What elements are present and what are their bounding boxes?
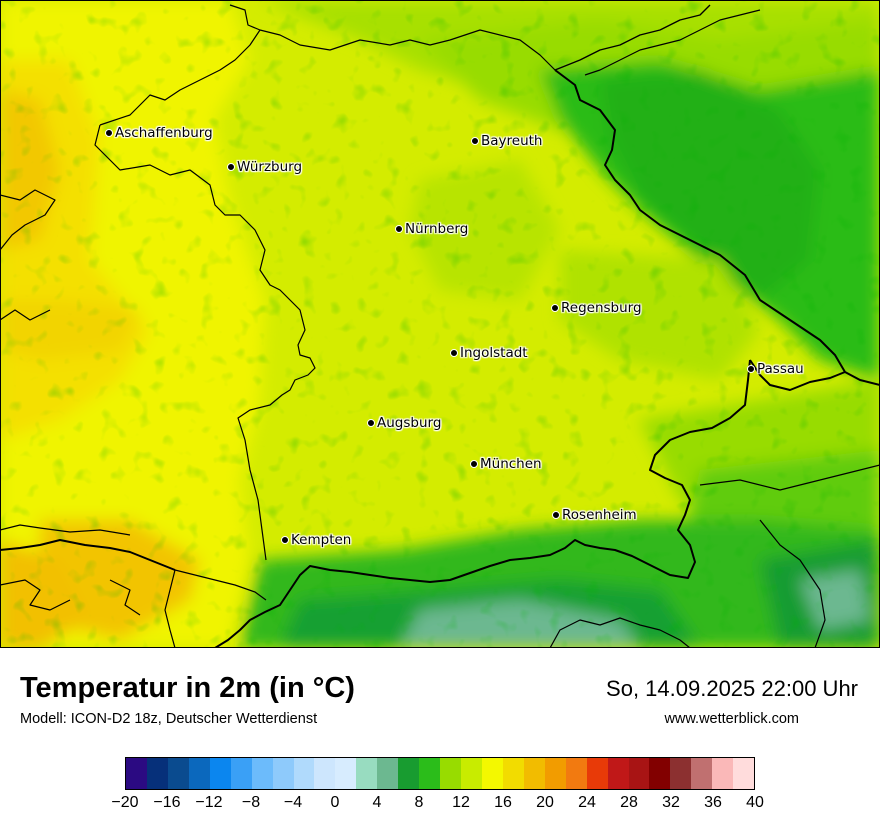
city-marker-muenchen: München bbox=[470, 456, 542, 472]
city-marker-passau: Passau bbox=[747, 361, 804, 377]
colorbar-segment bbox=[314, 758, 336, 789]
colorbar-segment bbox=[126, 758, 147, 789]
colorbar-tick-label: 0 bbox=[330, 794, 340, 811]
temperature-field bbox=[0, 0, 880, 648]
colorbar-tick-label: 8 bbox=[414, 794, 424, 811]
colorbar-tick-label: −16 bbox=[153, 794, 181, 811]
colorbar-tick-label: 28 bbox=[620, 794, 638, 811]
colorbar-segment bbox=[586, 758, 608, 789]
city-label: Nürnberg bbox=[405, 221, 469, 237]
colorbar-segment bbox=[481, 758, 503, 789]
city-dot bbox=[470, 460, 478, 468]
city-marker-regensburg: Regensburg bbox=[551, 300, 642, 316]
colorbar-tick-label: 4 bbox=[372, 794, 382, 811]
colorbar-segment bbox=[272, 758, 294, 789]
colorbar-tick-label: −12 bbox=[195, 794, 223, 811]
colorbar-tick-label: −4 bbox=[283, 794, 303, 811]
colorbar-segment bbox=[440, 758, 461, 789]
colorbar-segment bbox=[146, 758, 168, 789]
city-marker-wuerzburg: Würzburg bbox=[227, 159, 302, 175]
colorbar-segment bbox=[691, 758, 713, 789]
colorbar-segment bbox=[628, 758, 650, 789]
colorbar-segment bbox=[293, 758, 315, 789]
colorbar-tick-label: 24 bbox=[578, 794, 596, 811]
colorbar-segment bbox=[607, 758, 629, 789]
map-title: Temperatur in 2m (in °C) bbox=[20, 672, 355, 704]
city-label: Aschaffenburg bbox=[115, 125, 213, 141]
city-marker-nuernberg: Nürnberg bbox=[395, 221, 468, 237]
colorbar-tick-label: 20 bbox=[536, 794, 554, 811]
colorbar-segment bbox=[502, 758, 524, 789]
city-label: Regensburg bbox=[561, 300, 642, 316]
city-label: Bayreuth bbox=[481, 133, 543, 149]
colorbar-tick-label: 32 bbox=[662, 794, 680, 811]
city-label: Augsburg bbox=[377, 415, 442, 431]
forecast-datetime: So, 14.09.2025 22:00 Uhr bbox=[606, 676, 858, 701]
city-label: Würzburg bbox=[237, 159, 303, 175]
colorbar-segment bbox=[230, 758, 252, 789]
colorbar-segment bbox=[209, 758, 231, 789]
city-marker-ingolstadt: Ingolstadt bbox=[450, 345, 528, 361]
city-marker-aschaffenburg: Aschaffenburg bbox=[105, 125, 213, 141]
city-dot bbox=[450, 349, 458, 357]
city-marker-kempten: Kempten bbox=[281, 532, 351, 548]
colorbar-segment bbox=[356, 758, 378, 789]
colorbar-tick-label: 36 bbox=[704, 794, 722, 811]
city-dot bbox=[471, 137, 479, 145]
colorbar-segment bbox=[377, 758, 399, 789]
city-label: Passau bbox=[757, 361, 804, 377]
website-link[interactable]: www.wetterblick.com bbox=[664, 711, 799, 727]
temperature-map: Aschaffenburg Würzburg Bayreuth Nürnberg… bbox=[0, 0, 880, 648]
city-label: Rosenheim bbox=[562, 507, 637, 523]
city-dot bbox=[395, 225, 403, 233]
city-marker-bayreuth: Bayreuth bbox=[471, 133, 543, 149]
colorbar-segment bbox=[167, 758, 189, 789]
colorbar-segment bbox=[523, 758, 545, 789]
colorbar-segment bbox=[649, 758, 671, 789]
colorbar-segment bbox=[398, 758, 420, 789]
temperature-colorbar bbox=[125, 757, 755, 790]
city-dot bbox=[747, 365, 755, 373]
colorbar-tick-label: −20 bbox=[111, 794, 139, 811]
city-label: Ingolstadt bbox=[460, 345, 528, 361]
city-dot bbox=[551, 304, 559, 312]
colorbar-segment bbox=[419, 758, 441, 789]
colorbar-segment bbox=[544, 758, 566, 789]
colorbar-segment bbox=[670, 758, 692, 789]
city-dot bbox=[281, 536, 289, 544]
colorbar-tick-label: 12 bbox=[452, 794, 470, 811]
colorbar-segment bbox=[461, 758, 482, 789]
colorbar-segment bbox=[712, 758, 734, 789]
model-info: Modell: ICON-D2 18z, Deutscher Wetterdie… bbox=[20, 711, 318, 727]
colorbar-tick-label: 16 bbox=[494, 794, 512, 811]
colorbar-segment bbox=[565, 758, 587, 789]
colorbar-segment bbox=[188, 758, 210, 789]
city-label: München bbox=[480, 456, 542, 472]
city-dot bbox=[367, 419, 375, 427]
city-label: Kempten bbox=[291, 532, 352, 548]
map-footer: Temperatur in 2m (in °C) Modell: ICON-D2… bbox=[0, 648, 880, 830]
city-marker-augsburg: Augsburg bbox=[367, 415, 441, 431]
city-dot bbox=[227, 163, 235, 171]
city-dot bbox=[105, 129, 113, 137]
city-dot bbox=[552, 511, 560, 519]
colorbar-tick-label: −8 bbox=[241, 794, 261, 811]
colorbar-segment bbox=[733, 758, 755, 789]
city-marker-rosenheim: Rosenheim bbox=[552, 507, 637, 523]
colorbar-segment bbox=[335, 758, 357, 789]
colorbar-segment bbox=[251, 758, 273, 789]
colorbar-ticks: −20 −16 −12 −8 −4 0 4 8 12 16 20 24 28 32 36 40 bbox=[111, 794, 763, 816]
colorbar-tick-label: 40 bbox=[746, 794, 764, 811]
